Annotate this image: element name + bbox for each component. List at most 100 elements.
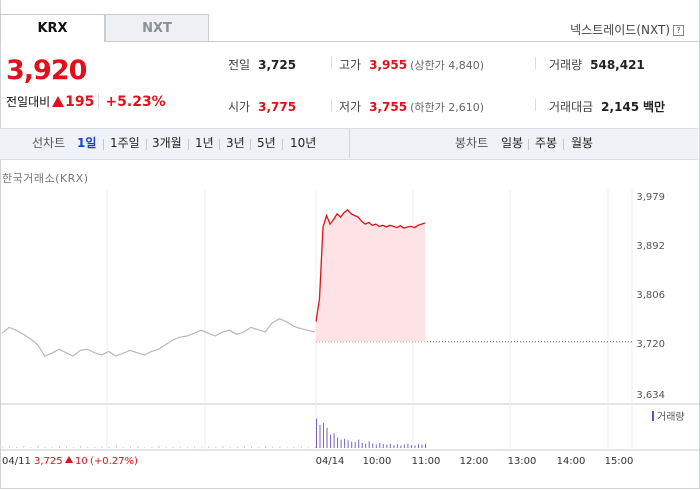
line-chart-label: 선차트 xyxy=(32,136,66,150)
x-tick-label: 11:00 xyxy=(412,456,441,467)
lower-limit: (하한가 2,610) xyxy=(410,101,484,114)
stat-label: 전일 xyxy=(228,58,251,72)
prev-volume-bar xyxy=(272,446,274,448)
tab-nxt[interactable]: NXT xyxy=(105,14,209,42)
paren: ) xyxy=(479,101,485,114)
prev-volume-bar xyxy=(151,446,153,448)
today-volume-bar xyxy=(418,444,419,448)
stat-value: 3,755 xyxy=(369,100,408,114)
up-triangle-icon xyxy=(52,96,65,107)
prev-volume-bar xyxy=(108,446,110,448)
today-volume-bar xyxy=(389,443,391,448)
prev-volume-bar xyxy=(30,447,32,448)
period-3y[interactable]: 3년 xyxy=(226,136,245,150)
prev-volume-bar xyxy=(51,447,53,448)
nxt-link-label[interactable]: 넥스트레이드(NXT) xyxy=(570,23,670,37)
today-series xyxy=(315,208,426,322)
prev-volume-bar xyxy=(208,446,210,448)
period-1y[interactable]: 1년 xyxy=(195,136,214,150)
today-volume-bar xyxy=(316,418,317,448)
prev-change-pct: (+0.27%) xyxy=(90,456,138,467)
tab-underline xyxy=(209,41,699,42)
y-tick-label: 3,806 xyxy=(636,290,665,301)
stat-label: 저가 xyxy=(339,100,362,114)
today-line xyxy=(315,208,426,342)
prev-volume-bar xyxy=(236,446,238,448)
prev-volume-bar xyxy=(243,446,245,448)
prev-volume-bar xyxy=(265,445,267,448)
prev-volume-bar xyxy=(229,447,231,448)
stat-value: 3,775 xyxy=(258,100,297,114)
today-volume-bar xyxy=(365,443,367,448)
x-tick-label: 10:00 xyxy=(363,456,392,467)
period-1d[interactable]: 1일 xyxy=(77,136,97,150)
period-daily[interactable]: 일봉 xyxy=(501,136,524,150)
today-volume-bar xyxy=(347,440,349,448)
prev-volume-bar xyxy=(258,447,260,448)
prev-volume-bar xyxy=(215,446,217,448)
nxt-link[interactable]: 넥스트레이드(NXT)? xyxy=(570,21,684,38)
prev-volume-bar xyxy=(122,447,124,448)
prev-volume-bar xyxy=(293,446,295,448)
x-tick-label: 15:00 xyxy=(605,456,634,467)
prev-volume-bar xyxy=(73,447,75,448)
today-volume-bar xyxy=(372,443,374,448)
prev-volume-bar xyxy=(23,445,25,448)
prev-volume-bar xyxy=(16,446,18,448)
prev-volume-bar xyxy=(94,447,96,448)
upper-limit: (상한가 4,840) xyxy=(410,59,484,72)
prev-volume-bar xyxy=(66,446,67,448)
today-volume-bar xyxy=(319,424,321,448)
today-volume-bar xyxy=(333,433,335,448)
volume-bars xyxy=(2,418,426,448)
prev-volume-bar xyxy=(137,446,139,448)
today-volume-bar xyxy=(379,443,381,448)
period-1w[interactable]: 1주일 xyxy=(110,136,140,150)
candle-chart-label: 봉차트 xyxy=(455,136,489,150)
today-volume-bar xyxy=(340,439,342,448)
today-volume-bar xyxy=(382,444,384,448)
today-volume-bar xyxy=(400,445,402,448)
prev-volume-bar xyxy=(201,447,203,448)
period-weekly[interactable]: 주봉 xyxy=(535,136,558,150)
divider xyxy=(535,99,536,111)
prev-close-label: 04/11 3,725 10 (+0.27%) xyxy=(2,456,138,467)
today-volume-bar xyxy=(368,441,370,448)
prev-change: 10 xyxy=(75,456,88,467)
stat-label: 고가 xyxy=(339,58,362,72)
prev-volume-bar xyxy=(279,446,281,448)
exchange-label: 한국거래소(KRX) xyxy=(2,172,89,185)
price-change: 전일대비 195 +5.23% xyxy=(6,93,166,110)
period-3m[interactable]: 3개월 xyxy=(152,136,182,150)
today-volume-bar xyxy=(326,427,328,448)
y-tick-label: 3,892 xyxy=(636,241,665,252)
x-tick-label: 04/14 xyxy=(316,456,345,467)
prev-volume-bar xyxy=(87,446,89,448)
period-10y[interactable]: 10년 xyxy=(290,136,317,150)
help-icon[interactable]: ? xyxy=(673,25,684,36)
prev-price: 3,725 xyxy=(34,456,63,467)
period-monthly[interactable]: 월봉 xyxy=(571,136,594,150)
separator xyxy=(146,139,147,150)
divider xyxy=(535,57,536,69)
tab-krx[interactable]: KRX xyxy=(0,14,105,42)
separator xyxy=(563,139,564,150)
divider xyxy=(331,57,332,69)
today-volume-bar xyxy=(344,438,346,448)
x-tick-label: 14:00 xyxy=(557,456,586,467)
today-volume-bar xyxy=(403,444,405,448)
prev-date: 04/11 xyxy=(2,456,31,467)
volume-legend-label: 거래량 xyxy=(657,411,685,423)
prev-volume-bar xyxy=(130,446,131,448)
y-axis-labels: 3,979 3,892 3,806 3,720 3,634 xyxy=(636,192,665,401)
prev-volume-bar xyxy=(101,446,103,448)
volume-legend-swatch xyxy=(652,411,654,421)
prev-volume-bar xyxy=(58,446,60,448)
change-label: 전일대비 xyxy=(6,95,51,109)
prev-volume-bar xyxy=(44,446,46,448)
today-volume-bar xyxy=(421,444,423,448)
separator xyxy=(188,139,189,150)
period-5y[interactable]: 5년 xyxy=(257,136,276,150)
today-area-fill xyxy=(316,209,425,342)
stat-low: 저가 3,755 (하한가 2,610) xyxy=(339,98,484,115)
